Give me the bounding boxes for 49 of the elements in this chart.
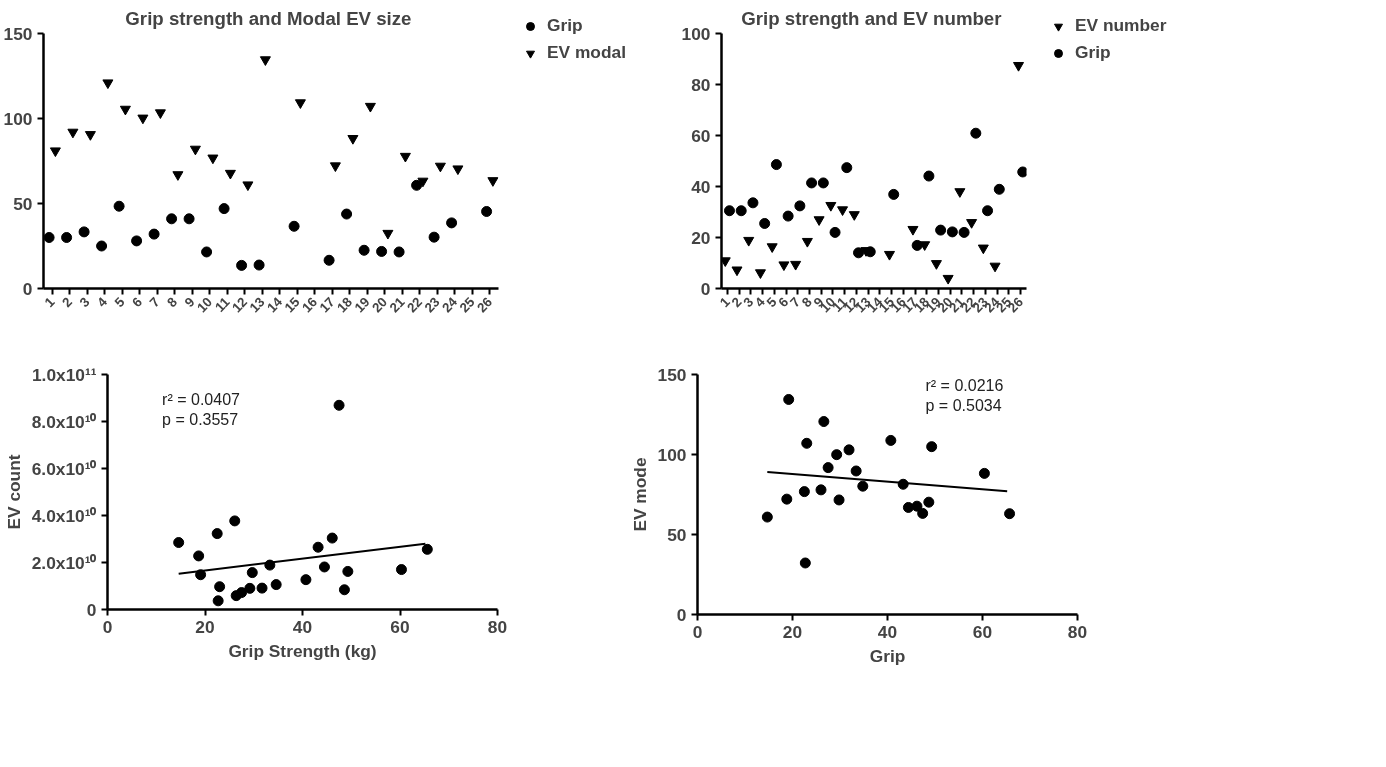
y-tick-label: 100 bbox=[681, 23, 711, 44]
y-axis-title: EV count bbox=[3, 454, 24, 530]
x-axis-title: Grip bbox=[869, 645, 906, 666]
y-tick-label: 8.0x10¹⁰ bbox=[31, 411, 98, 432]
y-axis-title: EV mode bbox=[629, 457, 650, 532]
y-tick-label: 80 bbox=[691, 74, 711, 95]
y-tick-label: 150 bbox=[657, 364, 687, 385]
legend-label: Grip bbox=[1075, 42, 1111, 63]
x-tick-label: 60 bbox=[390, 616, 410, 637]
x-tick-label: 26 bbox=[474, 294, 496, 316]
annotation: p = 0.5034 bbox=[925, 396, 1002, 414]
y-tick-label: 0 bbox=[86, 599, 97, 620]
x-tick-label: 20 bbox=[195, 616, 215, 637]
x-tick-label: 80 bbox=[1067, 621, 1088, 642]
y-tick-label: 50 bbox=[667, 524, 687, 545]
x-tick-label: 3 bbox=[76, 294, 93, 311]
annotation: p = 0.3557 bbox=[162, 410, 239, 428]
x-tick-label: 60 bbox=[972, 621, 993, 642]
y-tick-label: 100 bbox=[3, 108, 33, 129]
legend-label: EV modal bbox=[547, 42, 626, 63]
legend-label: EV number bbox=[1075, 15, 1167, 36]
y-tick-label: 150 bbox=[3, 23, 33, 44]
annotation: r² = 0.0216 bbox=[925, 376, 1004, 394]
y-tick-label: 4.0x10¹⁰ bbox=[31, 505, 98, 526]
y-tick-label: 2.0x10¹⁰ bbox=[31, 552, 98, 573]
x-tick-label: 2 bbox=[59, 294, 76, 311]
annotation: r² = 0.0407 bbox=[162, 390, 241, 408]
x-tick-label: 5 bbox=[111, 293, 129, 311]
x-tick-label: 7 bbox=[146, 294, 163, 311]
y-tick-label: 6.0x10¹⁰ bbox=[31, 458, 98, 479]
x-tick-label: 0 bbox=[102, 616, 113, 637]
chart-title: Grip strength and EV number bbox=[741, 7, 1002, 29]
y-tick-label: 20 bbox=[691, 227, 711, 248]
x-tick-label: 6 bbox=[129, 294, 146, 311]
x-axis-title: Grip Strength (kg) bbox=[228, 640, 377, 661]
y-tick-label: 40 bbox=[691, 176, 711, 197]
y-tick-label: 60 bbox=[691, 125, 711, 146]
chart-title: Grip strength and Modal EV size bbox=[125, 7, 412, 29]
x-tick-label: 40 bbox=[877, 621, 898, 642]
x-tick-label: 8 bbox=[164, 294, 181, 311]
x-tick-label: 40 bbox=[292, 616, 313, 637]
x-tick-label: 20 bbox=[782, 621, 803, 642]
y-tick-label: 50 bbox=[13, 193, 33, 214]
y-tick-label: 100 bbox=[657, 444, 687, 465]
y-tick-label: 1.0x10¹¹ bbox=[31, 364, 97, 385]
legend-label: Grip bbox=[547, 15, 583, 36]
x-tick-label: 1 bbox=[41, 293, 59, 311]
x-tick-label: 80 bbox=[487, 616, 508, 637]
x-tick-label: 4 bbox=[94, 293, 111, 311]
